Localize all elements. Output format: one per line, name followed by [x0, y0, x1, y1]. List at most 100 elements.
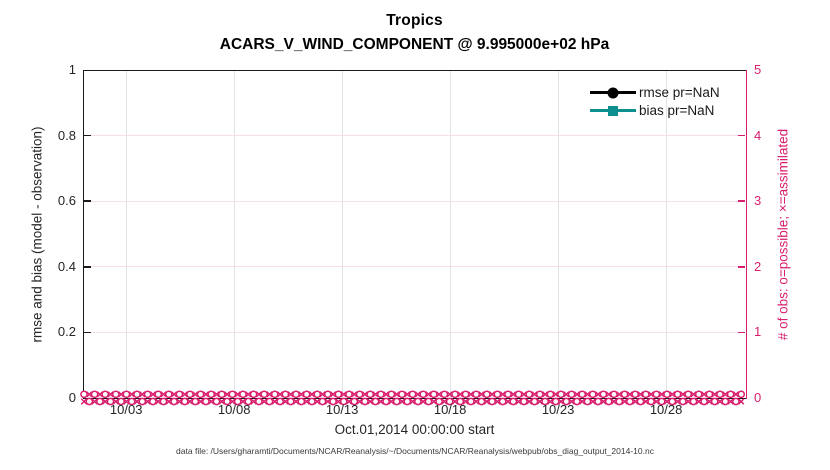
- assimilated-obs-marker: [568, 398, 575, 405]
- assimilated-obs-marker: [473, 398, 480, 405]
- left-tick-label: 0.8: [57, 127, 76, 143]
- left-tick-mark: [84, 266, 91, 268]
- right-tick-label: 1: [754, 324, 762, 340]
- assimilated-obs-marker: [716, 398, 724, 405]
- possible-obs-marker: [361, 397, 369, 406]
- possible-obs-marker: [488, 397, 496, 406]
- possible-obs-marker: [398, 390, 406, 399]
- x-tick-label: 10/23: [541, 402, 575, 417]
- possible-obs-marker: [732, 397, 740, 406]
- possible-obs-marker: [429, 390, 438, 399]
- possible-obs-marker: [329, 397, 337, 406]
- assimilated-obs-marker: [351, 391, 358, 398]
- legend-label: rmse pr=NaN: [639, 85, 720, 100]
- assimilated-obs-marker: [319, 391, 326, 398]
- assimilated-obs-marker: [292, 398, 300, 405]
- assimilated-obs-marker: [86, 391, 93, 398]
- possible-obs-marker: [292, 390, 300, 399]
- axis-left: [83, 70, 85, 399]
- assimilated-obs-marker: [239, 398, 247, 405]
- assimilated-obs-marker: [356, 398, 363, 405]
- possible-obs-marker: [376, 390, 385, 399]
- right-tick-mark: [738, 331, 745, 334]
- assimilated-obs-marker: [202, 391, 210, 398]
- assimilated-obs-marker: [329, 391, 337, 398]
- assimilated-obs-marker: [605, 391, 612, 398]
- vertical-gridline: [125, 71, 127, 397]
- possible-obs-marker: [233, 397, 242, 406]
- possible-obs-marker: [96, 397, 104, 406]
- possible-obs-marker: [641, 390, 650, 399]
- possible-obs-marker: [663, 390, 671, 399]
- possible-obs-marker: [318, 397, 327, 406]
- left-tick-label: 0: [68, 390, 76, 405]
- possible-obs-marker: [154, 390, 163, 399]
- possible-obs-marker: [281, 390, 290, 399]
- possible-obs-marker: [594, 397, 602, 406]
- vertical-gridline: [341, 71, 343, 397]
- possible-obs-marker: [551, 397, 560, 406]
- possible-obs-marker: [255, 397, 263, 406]
- possible-obs-marker: [175, 390, 184, 399]
- assimilated-obs-marker: [621, 398, 628, 405]
- assimilated-obs-marker: [515, 398, 522, 405]
- assimilated-obs-marker: [674, 398, 681, 405]
- possible-obs-marker: [673, 390, 682, 399]
- possible-obs-marker: [345, 390, 353, 399]
- possible-obs-marker: [710, 397, 719, 406]
- possible-obs-marker: [615, 397, 624, 406]
- possible-obs-marker: [583, 397, 592, 406]
- assimilated-obs-marker: [706, 398, 713, 405]
- assimilated-obs-marker: [552, 391, 559, 398]
- possible-obs-marker: [382, 397, 390, 406]
- assimilated-obs-marker: [642, 398, 649, 405]
- assimilated-obs-marker: [308, 391, 316, 398]
- legend-label: bias pr=NaN: [639, 103, 715, 118]
- assimilated-obs-marker: [128, 391, 135, 398]
- possible-obs-marker: [164, 390, 173, 399]
- axis-right: [746, 70, 748, 399]
- assimilated-obs-marker: [367, 398, 374, 405]
- assimilated-obs-marker: [547, 398, 554, 405]
- assimilated-obs-marker: [499, 391, 506, 398]
- possible-obs-marker: [588, 390, 597, 399]
- assimilated-obs-marker: [563, 391, 570, 398]
- assimilated-obs-marker: [393, 391, 400, 398]
- possible-obs-marker: [127, 397, 136, 406]
- assimilated-obs-marker: [255, 391, 263, 398]
- possible-obs-marker: [323, 390, 332, 399]
- horizontal-gridline: [84, 266, 745, 268]
- possible-obs-marker: [170, 397, 178, 406]
- possible-obs-marker: [286, 397, 295, 406]
- right-tick-label: 5: [754, 62, 762, 77]
- legend-item: bias pr=NaN: [590, 102, 720, 119]
- possible-obs-marker: [493, 390, 502, 399]
- x-tick-label: 10/18: [433, 402, 467, 417]
- assimilated-obs-marker: [494, 398, 501, 405]
- possible-obs-marker: [180, 397, 189, 406]
- assimilated-obs-marker: [536, 398, 543, 405]
- assimilated-obs-marker: [695, 398, 702, 405]
- assimilated-obs-marker: [467, 391, 475, 398]
- right-tick-mark: [738, 266, 745, 268]
- possible-obs-marker: [477, 397, 486, 406]
- possible-obs-marker: [196, 390, 205, 399]
- possible-obs-marker: [101, 390, 110, 399]
- possible-obs-marker: [636, 397, 645, 406]
- left-tick-mark: [84, 331, 91, 334]
- possible-obs-marker: [133, 390, 141, 399]
- assimilated-obs-marker: [298, 391, 305, 398]
- axis-top: [83, 70, 747, 72]
- possible-obs-marker: [191, 397, 200, 406]
- possible-obs-marker: [737, 390, 746, 399]
- possible-obs-marker: [265, 397, 274, 406]
- assimilated-obs-marker: [176, 398, 183, 405]
- possible-obs-marker: [106, 397, 115, 406]
- possible-obs-marker: [620, 390, 629, 399]
- assimilated-obs-marker: [149, 391, 157, 398]
- possible-obs-marker: [260, 390, 269, 399]
- possible-obs-marker: [445, 397, 454, 406]
- chart-subtitle: ACARS_V_WIND_COMPONENT @ 9.995000e+02 hP…: [219, 36, 610, 53]
- legend-item: rmse pr=NaN: [590, 84, 720, 101]
- possible-obs-marker: [657, 397, 666, 406]
